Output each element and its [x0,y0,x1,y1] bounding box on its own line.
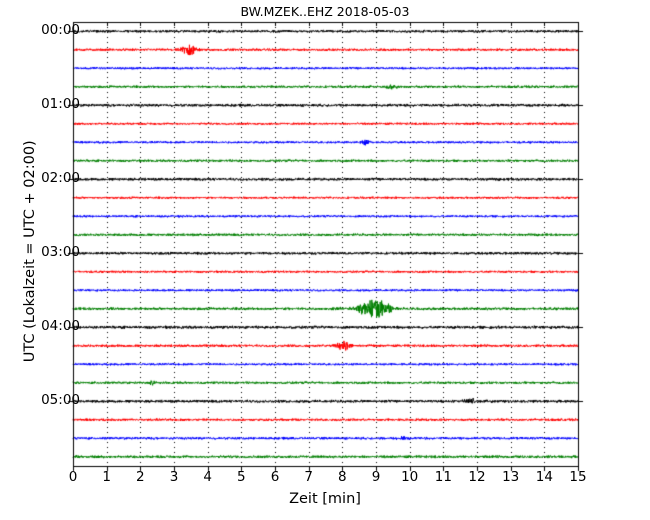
y-tick-0000: 00:00 [41,22,80,39]
x-tick-3: 3 [169,469,179,485]
x-tick-6: 6 [270,469,280,485]
y-tick-0400: 04:00 [41,318,80,335]
x-tick-11: 11 [434,469,452,485]
x-tick-10: 10 [401,469,419,485]
x-tick-9: 9 [371,469,381,485]
y-tick-0300: 03:00 [41,244,80,261]
x-tick-13: 13 [502,469,520,485]
x-axis-label: Zeit [min] [289,491,361,507]
x-tick-2: 2 [136,469,145,485]
page-title: BW.MZEK..EHZ 2018-05-03 [240,4,410,19]
x-tick-1: 1 [102,469,111,485]
y-tick-0200: 02:00 [41,170,80,187]
x-tick-15: 15 [569,469,587,485]
x-tick-4: 4 [203,469,212,485]
y-axis-label: UTC (Lokalzeit = UTC + 02:00) [21,140,38,363]
x-tick-5: 5 [237,469,246,485]
y-tick-0100: 01:00 [41,96,80,113]
x-tick-8: 8 [338,469,347,485]
x-tick-7: 7 [304,469,313,485]
x-tick-0: 0 [68,469,78,485]
x-tick-12: 12 [468,469,486,485]
x-tick-14: 14 [535,469,553,485]
y-tick-0500: 05:00 [41,392,80,409]
